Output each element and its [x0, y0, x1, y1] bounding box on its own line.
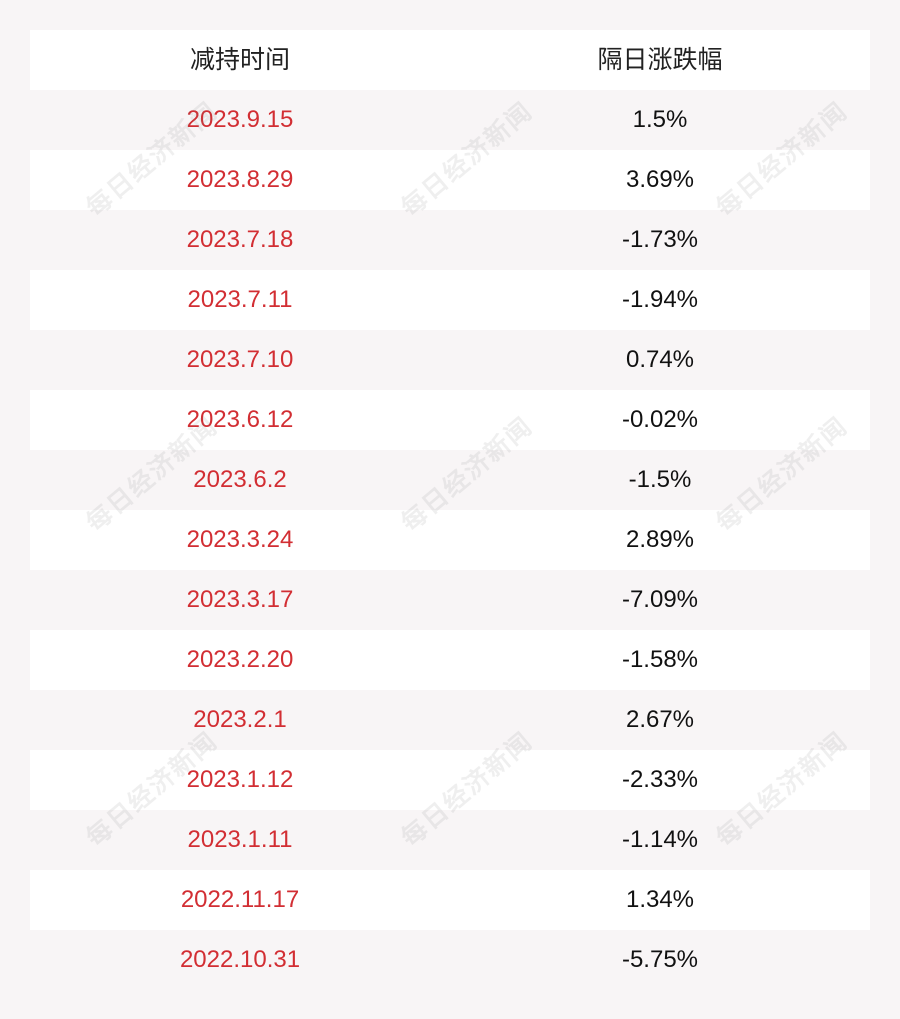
table-row: 2023.7.18 -1.73% [30, 210, 870, 270]
reduction-date: 2023.6.12 [186, 406, 294, 433]
reduction-table: 减持时间 隔日涨跌幅 2023.9.15 1.5% 2023.8.29 3.69% 20… [30, 30, 870, 990]
table-row: 2023.1.12 -2.33% [30, 750, 870, 810]
reduction-date: 2023.7.11 [187, 286, 293, 313]
reduction-date: 2023.9.15 [186, 106, 294, 133]
table-row: 2022.10.31 -5.75% [30, 930, 870, 990]
table-row: 2023.2.1 2.67% [30, 690, 870, 750]
reduction-date: 2023.3.24 [186, 526, 294, 553]
next-day-change: 0.74% [625, 346, 695, 373]
table-body: 2023.9.15 1.5% 2023.8.29 3.69% 2023.7.18 -1.7… [30, 90, 870, 990]
table-row: 2023.3.24 2.89% [30, 510, 870, 570]
next-day-change: 3.69% [625, 166, 695, 193]
next-day-change: 2.67% [625, 706, 695, 733]
reduction-date: 2023.3.17 [186, 586, 294, 613]
table-row: 2023.7.11 -1.94% [30, 270, 870, 330]
table-row: 2023.9.15 1.5% [30, 90, 870, 150]
reduction-date: 2023.1.12 [186, 766, 294, 793]
reduction-date: 2022.11.17 [180, 886, 300, 913]
next-day-change: -1.58% [621, 646, 699, 673]
reduction-date: 2023.2.20 [186, 646, 294, 673]
next-day-change: -7.09% [621, 586, 699, 613]
table-row: 2023.2.20 -1.58% [30, 630, 870, 690]
table-row: 2023.6.2 -1.5% [30, 450, 870, 510]
next-day-change: -2.33% [621, 766, 699, 793]
next-day-change: -5.75% [621, 946, 699, 973]
reduction-date: 2023.7.10 [186, 346, 294, 373]
reduction-date: 2023.8.29 [186, 166, 294, 193]
reduction-date: 2022.10.31 [179, 946, 301, 973]
header-reduction-time: 减持时间 [189, 46, 290, 74]
table-row: 2023.6.12 -0.02% [30, 390, 870, 450]
table-row: 2023.3.17 -7.09% [30, 570, 870, 630]
next-day-change: -1.94% [621, 286, 699, 313]
next-day-change: -1.14% [621, 826, 699, 853]
table-row: 2023.8.29 3.69% [30, 150, 870, 210]
table-header-row: 减持时间 隔日涨跌幅 [30, 30, 870, 90]
reduction-date: 2023.7.18 [186, 226, 294, 253]
reduction-date: 2023.1.11 [187, 826, 293, 853]
reduction-date: 2023.6.2 [193, 466, 287, 493]
table-row: 2023.7.10 0.74% [30, 330, 870, 390]
table-row: 2023.1.11 -1.14% [30, 810, 870, 870]
header-next-day-change: 隔日涨跌幅 [597, 46, 723, 74]
next-day-change: 1.34% [625, 886, 695, 913]
next-day-change: -1.5% [628, 466, 692, 493]
next-day-change: 2.89% [625, 526, 695, 553]
reduction-date: 2023.2.1 [193, 706, 287, 733]
next-day-change: -0.02% [621, 406, 699, 433]
table-row: 2022.11.17 1.34% [30, 870, 870, 930]
next-day-change: -1.73% [621, 226, 699, 253]
next-day-change: 1.5% [632, 106, 688, 133]
